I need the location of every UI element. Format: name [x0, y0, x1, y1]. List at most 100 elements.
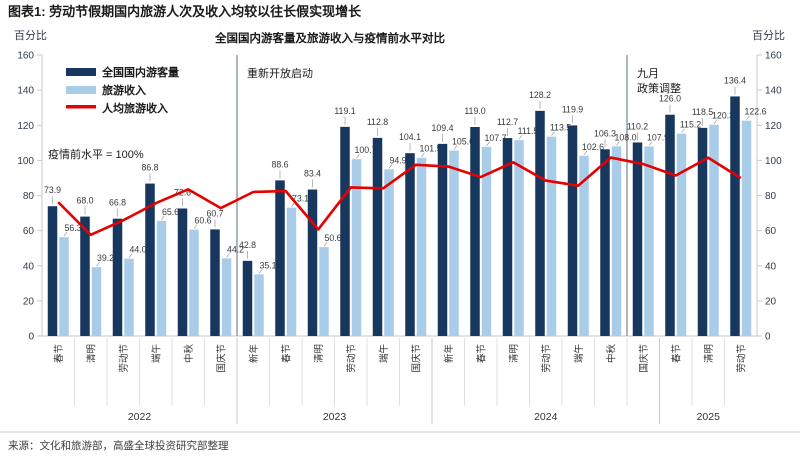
x-label-holiday: 国庆节 [215, 344, 227, 373]
bar-value-visitors: 118.5 [692, 107, 713, 117]
year-label: 2024 [534, 411, 558, 423]
bar-value-revenue: 120.3 [712, 111, 734, 121]
bar-revenue [91, 267, 102, 336]
bar-visitors [665, 114, 675, 337]
y-tick-label-left: 0 [28, 332, 34, 343]
bar-value-visitors: 73.9 [44, 185, 61, 195]
y-tick-label-right: 0 [765, 332, 771, 343]
bar-visitors [80, 216, 90, 336]
x-label-holiday: 新年 [443, 344, 455, 364]
y-tick-label-right: 20 [765, 296, 777, 307]
legend-swatch-per-capita [66, 105, 96, 109]
bar-value-visitors: 112.8 [367, 117, 388, 127]
bar-value-revenue: 35.1 [259, 260, 276, 270]
bar-value-revenue: 122.6 [744, 107, 766, 117]
x-label-holiday: 清明 [508, 344, 520, 363]
bar-visitors [437, 143, 448, 336]
label-leader [226, 253, 230, 258]
bar-value-revenue: 73.1 [292, 194, 309, 204]
bar-value-visitors: 110.2 [627, 121, 648, 131]
bar-revenue [254, 274, 264, 336]
y-tick-label-left: 120 [17, 121, 34, 132]
label-leader [291, 202, 295, 207]
bar-revenue [156, 220, 167, 336]
bar-value-visitors: 83.4 [304, 169, 321, 179]
annotation-text: 政策调整 [637, 81, 681, 95]
left-axis-unit-label: 百分比 [14, 29, 47, 42]
bar-revenue [221, 258, 232, 336]
bar-value-visitors: 88.6 [271, 159, 288, 169]
x-label-holiday: 国庆节 [410, 344, 422, 373]
bar-value-visitors: 68.0 [76, 196, 93, 206]
bar-value-visitors: 109.4 [431, 123, 453, 133]
x-label-holiday: 清明 [313, 344, 325, 363]
x-label-holiday: 端午 [378, 344, 390, 363]
x-label-holiday: 端午 [573, 344, 585, 363]
bar-revenue [676, 133, 687, 336]
bar-value-revenue: 39.2 [97, 253, 114, 263]
bar-value-revenue: 65.6 [162, 207, 179, 217]
bar-visitors [177, 208, 188, 336]
bar-visitors [697, 127, 708, 337]
bar-value-visitors: 119.9 [562, 104, 583, 114]
bar-revenue [124, 258, 134, 336]
label-leader [96, 261, 100, 267]
y-tick-label-left: 60 [23, 226, 35, 237]
bar-visitors [730, 96, 740, 336]
y-tick-label-left: 40 [23, 261, 35, 272]
bar-visitors [405, 153, 415, 336]
bar-revenue [59, 237, 69, 336]
label-leader [518, 134, 523, 140]
bar-value-revenue: 50.6 [324, 233, 341, 243]
x-label-holiday: 劳动节 [735, 344, 747, 373]
bar-value-revenue: 107.7 [484, 133, 506, 143]
label-leader [128, 253, 133, 258]
y-tick-label-left: 140 [17, 86, 34, 97]
bar-value-revenue: 44.0 [129, 245, 146, 255]
bar-visitors [567, 125, 578, 336]
bar-revenue [644, 146, 654, 336]
bar-visitors [210, 229, 220, 336]
bar-value-revenue: 101.5 [419, 144, 441, 154]
label-leader [356, 153, 360, 159]
label-leader [746, 115, 750, 120]
legend-swatch-visitors [66, 68, 96, 76]
label-leader [681, 128, 685, 133]
label-leader [63, 231, 68, 237]
year-label: 2023 [323, 411, 347, 423]
plot-area: 0 0 20 20 40 40 60 60 80 80 100 100 120 120 140 140 160 1… [17, 51, 782, 424]
bar-value-visitors: 112.7 [497, 117, 518, 127]
per-capita-line [57, 156, 742, 237]
label-leader [648, 141, 653, 146]
bar-revenue [611, 146, 622, 336]
right-axis-unit-label: 百分比 [752, 29, 785, 42]
label-leader [193, 224, 198, 229]
x-label-holiday: 春节 [53, 344, 65, 363]
x-label-holiday: 劳动节 [345, 344, 357, 373]
legend-label-revenue: 旅游收入 [102, 83, 146, 97]
bar-value-visitors: 86.8 [141, 163, 158, 173]
bar-revenue [709, 124, 719, 337]
bar-visitors [242, 260, 253, 336]
bar-value-visitors: 60.7 [206, 208, 223, 218]
bar-revenue [449, 150, 459, 336]
bar-value-revenue: 100.7 [354, 145, 376, 155]
bar-value-revenue: 111.5 [518, 126, 539, 136]
annotation-text: 重新开放启动 [247, 66, 313, 80]
y-tick-label-right: 100 [765, 156, 782, 167]
bar-revenue [416, 157, 427, 336]
x-label-holiday: 中秋 [605, 344, 617, 364]
bar-revenue [189, 229, 199, 336]
bar-visitors [340, 126, 350, 336]
y-tick-label-right: 140 [765, 86, 782, 97]
bar-value-visitors: 119.0 [464, 106, 485, 116]
label-leader [258, 269, 263, 274]
label-leader [583, 150, 588, 156]
bar-value-revenue: 115.2 [680, 120, 701, 130]
bar-value-revenue: 56.3 [64, 223, 81, 233]
bar-visitors [112, 218, 123, 336]
bar-revenue [741, 120, 752, 336]
label-leader [161, 215, 165, 221]
label-leader [616, 141, 620, 146]
bar-value-revenue: 44.2 [227, 244, 244, 254]
